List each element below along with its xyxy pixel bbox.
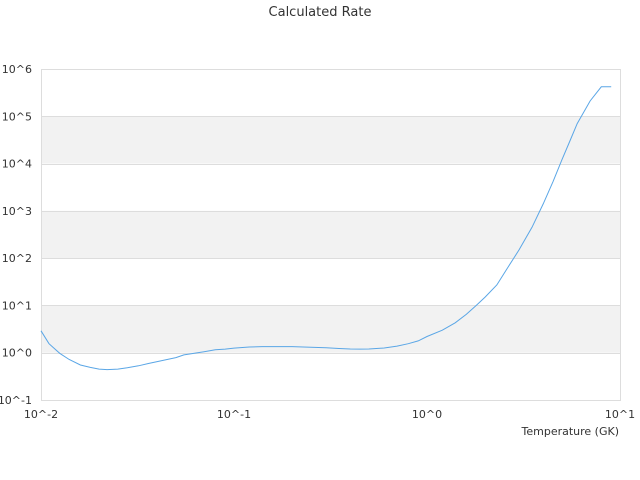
y-tick-label: 10^4 [2, 158, 32, 171]
x-axis-title: Temperature (GK) [521, 425, 620, 438]
y-tick-label: 10^-1 [0, 394, 32, 407]
y-axis-tick-labels: 10^-1 10^0 10^1 10^2 10^3 10^4 10^5 10^6 [0, 63, 32, 407]
y-tick-label: 10^0 [2, 347, 32, 360]
rate-series-line [40, 86, 612, 371]
x-tick-label: 10^-2 [24, 408, 58, 421]
chart-title: Calculated Rate [269, 5, 372, 20]
x-tick-label: 10^0 [412, 408, 442, 421]
y-tick-label: 10^1 [2, 299, 32, 312]
grid-band [41, 305, 620, 353]
x-tick-label: 10^-1 [217, 408, 251, 421]
grid-band [41, 210, 620, 259]
plot-area-frame [41, 69, 621, 401]
grid-band [41, 116, 620, 164]
x-tick-label: 10^1 [605, 408, 635, 421]
y-tick-label: 10^6 [2, 63, 32, 76]
grid-bands [41, 116, 620, 353]
x-axis-tick-labels: 10^-2 10^-1 10^0 10^1 [24, 408, 635, 421]
grid-lines [41, 69, 620, 401]
y-tick-label: 10^3 [2, 205, 32, 218]
y-tick-label: 10^5 [2, 110, 32, 123]
y-tick-label: 10^2 [2, 252, 32, 265]
